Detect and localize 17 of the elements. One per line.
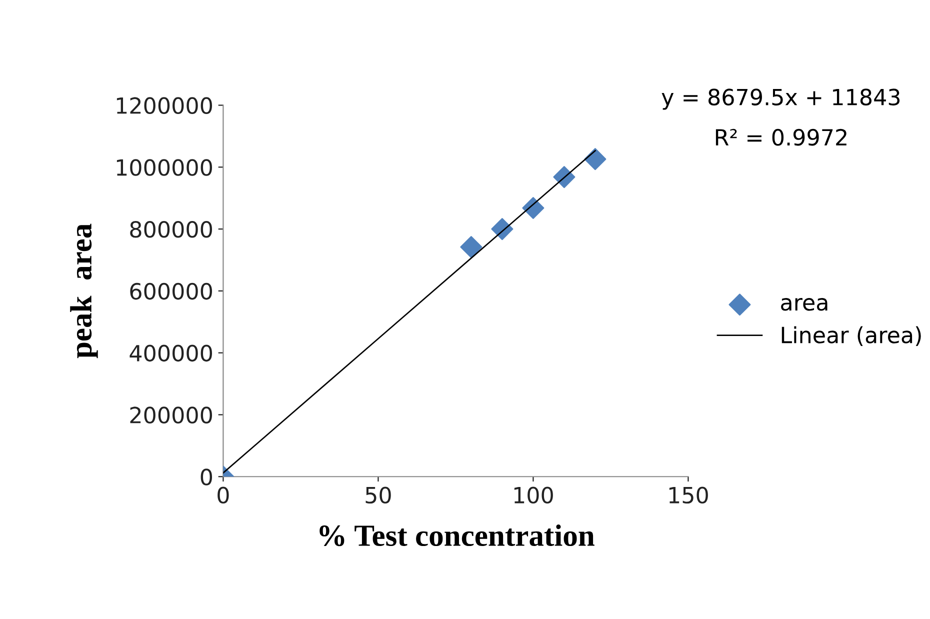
y-tick-label: 800000 xyxy=(130,220,212,238)
y-tick-label: 400000 xyxy=(130,344,212,362)
y-axis-title: peak area xyxy=(70,224,98,358)
text: R² = 0.9972 xyxy=(716,128,846,146)
x-tick-label: 50 xyxy=(366,486,391,504)
y-tick-label: 1000000 xyxy=(116,159,212,176)
x-axis-title: % Test concentration xyxy=(320,524,594,546)
annotation: y = 8679.5x + 11843 xyxy=(662,88,900,110)
y-tick-label: 0 xyxy=(200,468,212,486)
x-tick-label: 150 xyxy=(669,486,708,504)
x-tick-label: 100 xyxy=(514,486,553,504)
x-tick-label: 0 xyxy=(218,486,229,504)
y-tick-label: 200000 xyxy=(130,406,212,424)
y-tick-label: 600000 xyxy=(130,282,212,300)
legend-label: area xyxy=(781,298,828,311)
y-tick-label: 1200000 xyxy=(116,97,212,114)
legend-label: Linear (area) xyxy=(782,326,921,346)
